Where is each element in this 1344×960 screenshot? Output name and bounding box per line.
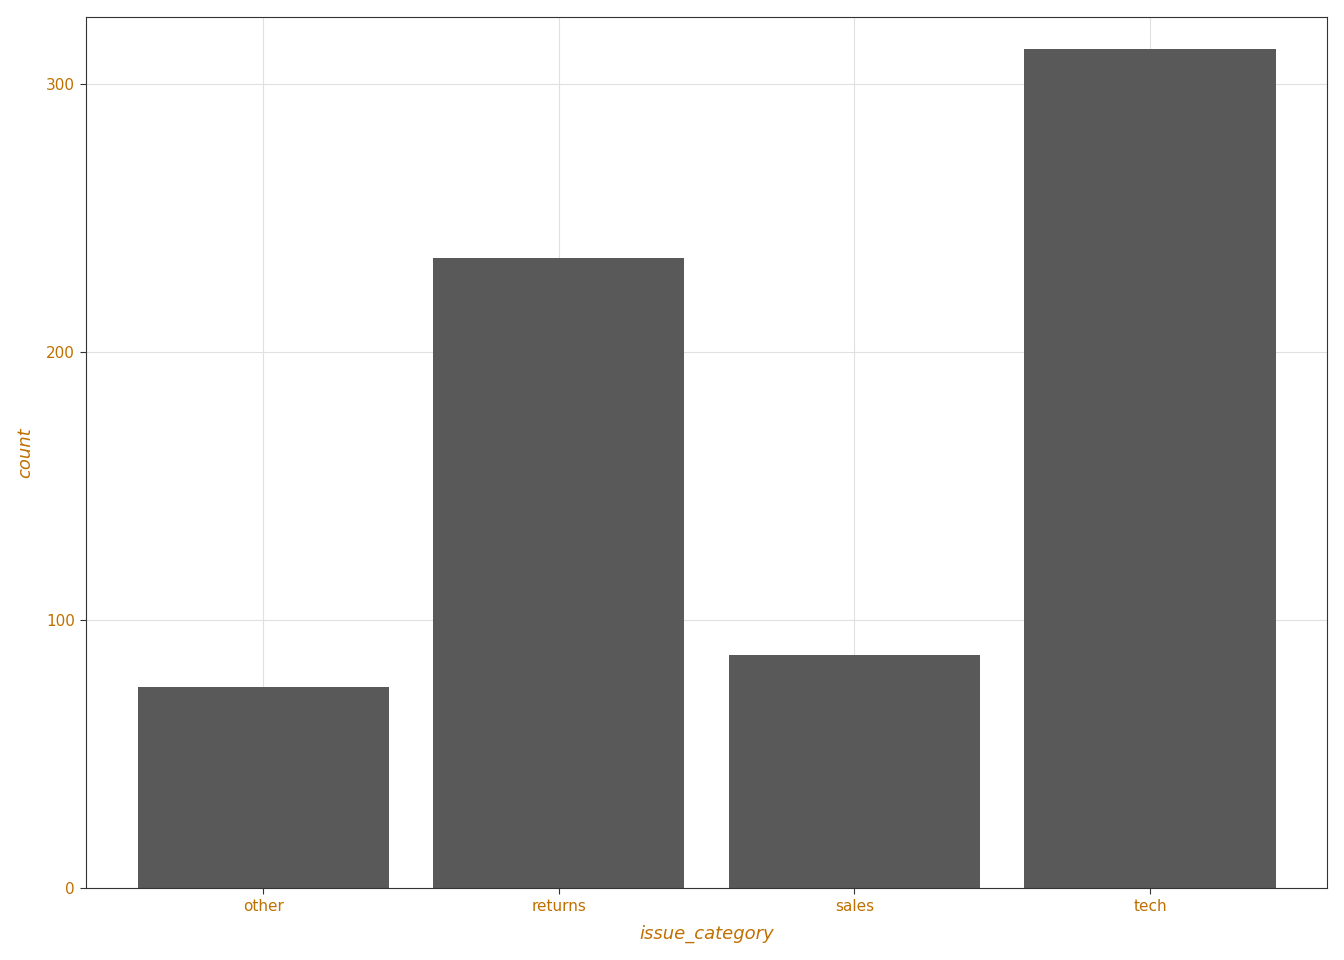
X-axis label: issue_category: issue_category xyxy=(640,925,774,944)
Bar xyxy=(433,258,684,888)
Y-axis label: count: count xyxy=(16,427,35,477)
Bar xyxy=(137,686,388,888)
Bar xyxy=(728,655,980,888)
Bar xyxy=(1024,49,1275,888)
